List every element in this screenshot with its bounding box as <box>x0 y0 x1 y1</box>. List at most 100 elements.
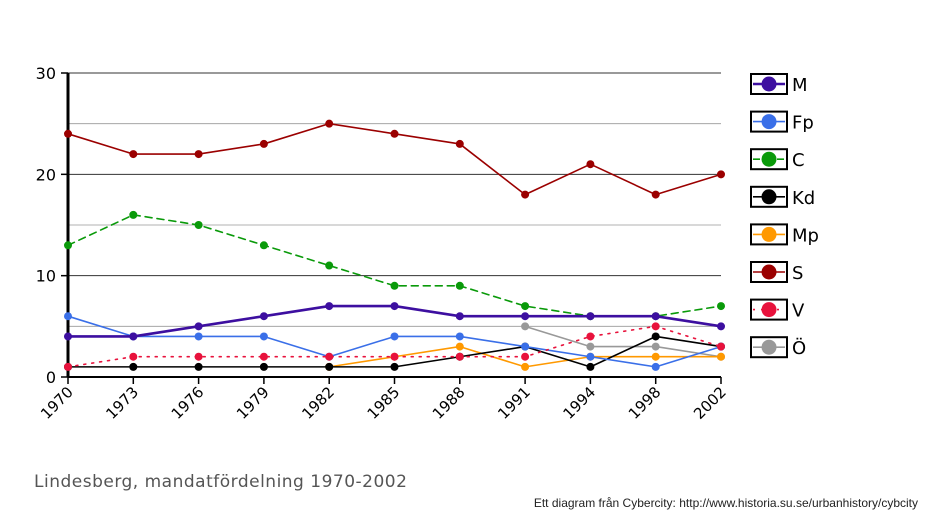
data-point-c <box>717 302 725 311</box>
data-point-m <box>64 332 72 341</box>
data-point-m <box>325 302 334 311</box>
legend: M Fp C Kd Mp SVÖ <box>750 73 819 359</box>
x-tick-label: 1998 <box>625 383 665 423</box>
data-point-fp <box>651 362 660 371</box>
x-tick-label: 2002 <box>690 383 730 423</box>
legend-swatch-marker <box>761 339 777 355</box>
legend-swatch-marker <box>761 151 777 167</box>
data-point-m <box>651 312 660 321</box>
legend-item-c: C <box>750 148 805 171</box>
data-point-s <box>586 160 595 169</box>
data-point-v <box>390 352 399 361</box>
data-point-s <box>129 150 138 159</box>
legend-item-o: Ö <box>750 336 806 359</box>
data-point-o <box>586 342 595 351</box>
x-tick-label: 1991 <box>494 383 534 423</box>
data-point-kd <box>390 362 399 371</box>
series-line-o <box>524 325 722 358</box>
x-tick-label: 1985 <box>364 383 404 423</box>
series-s <box>64 119 725 199</box>
data-point-v <box>521 352 530 361</box>
legend-swatch-marker <box>761 76 777 92</box>
data-point-m <box>259 312 268 321</box>
data-point-v <box>129 352 138 361</box>
x-tick-label: 1976 <box>168 383 208 423</box>
data-point-fp <box>194 332 203 341</box>
data-point-kd <box>129 362 138 371</box>
data-point-m <box>717 322 725 331</box>
x-tick-label: 1982 <box>298 383 338 423</box>
data-point-m <box>455 312 464 321</box>
data-point-s <box>64 129 72 138</box>
legend-swatch-marker <box>761 114 777 130</box>
x-tick-label: 1970 <box>37 383 77 423</box>
source-credit: Ett diagram från Cybercity: http://www.h… <box>533 496 918 510</box>
x-tick-label: 1979 <box>233 383 273 423</box>
data-point-fp <box>521 342 530 351</box>
data-point-s <box>194 150 203 159</box>
legend-item-mp: Mp <box>750 223 819 246</box>
data-point-s <box>259 139 268 148</box>
data-point-s <box>325 119 334 128</box>
legend-item-fp: Fp <box>750 110 814 134</box>
data-point-m <box>390 302 399 311</box>
legend-swatch-marker <box>761 302 777 318</box>
y-tick-label: 30 <box>36 64 56 83</box>
legend-swatch-marker <box>761 226 777 242</box>
data-point-c <box>259 241 268 250</box>
legend-item-kd: Kd <box>750 185 815 209</box>
data-point-v <box>586 332 595 341</box>
data-point-m <box>586 312 595 321</box>
data-point-c <box>129 210 138 219</box>
data-point-c <box>325 261 334 270</box>
y-tick-label: 0 <box>46 368 56 387</box>
data-point-mp <box>455 342 464 351</box>
legend-item-s: S <box>750 261 803 284</box>
legend-label: Fp <box>792 113 814 134</box>
series-fp <box>64 312 725 371</box>
data-point-kd <box>194 362 203 371</box>
x-tick-label: 1988 <box>429 383 469 423</box>
legend-label: Kd <box>792 188 815 209</box>
data-point-kd <box>325 362 334 371</box>
x-tick-label: 1973 <box>102 383 142 423</box>
data-point-fp <box>259 332 268 341</box>
data-point-o <box>651 342 660 351</box>
data-point-v <box>194 352 203 361</box>
data-point-s <box>521 190 530 199</box>
data-point-mp <box>717 352 725 361</box>
data-point-c <box>521 302 530 311</box>
data-point-m <box>129 332 138 341</box>
data-point-v <box>455 352 464 361</box>
legend-label: V <box>792 301 805 322</box>
data-point-kd <box>586 362 595 371</box>
data-point-m <box>521 312 530 321</box>
data-point-mp <box>521 362 530 371</box>
data-point-v <box>717 342 725 351</box>
data-point-v <box>325 352 334 361</box>
legend-item-v: V <box>750 298 805 322</box>
data-point-s <box>455 139 464 148</box>
series-v <box>64 322 725 371</box>
legend-label: C <box>792 150 805 171</box>
data-point-v <box>651 322 660 331</box>
legend-swatch-marker <box>761 189 777 205</box>
data-point-fp <box>586 352 595 361</box>
data-point-kd <box>651 332 660 341</box>
series-lines <box>64 119 725 371</box>
data-point-fp <box>64 312 72 321</box>
data-point-c <box>455 281 464 290</box>
data-point-s <box>390 129 399 138</box>
data-point-c <box>64 241 72 250</box>
data-point-s <box>717 170 725 179</box>
series-line-c <box>67 214 722 317</box>
data-point-kd <box>259 362 268 371</box>
series-line-m <box>66 304 723 338</box>
data-point-c <box>194 221 203 229</box>
data-point-fp <box>390 332 399 341</box>
y-axis-ticks: 0 10 20 30 <box>36 64 68 387</box>
y-tick-label: 10 <box>36 267 56 286</box>
legend-label: Ö <box>792 337 806 359</box>
legend-label: M <box>792 75 808 96</box>
data-point-o <box>521 322 530 331</box>
